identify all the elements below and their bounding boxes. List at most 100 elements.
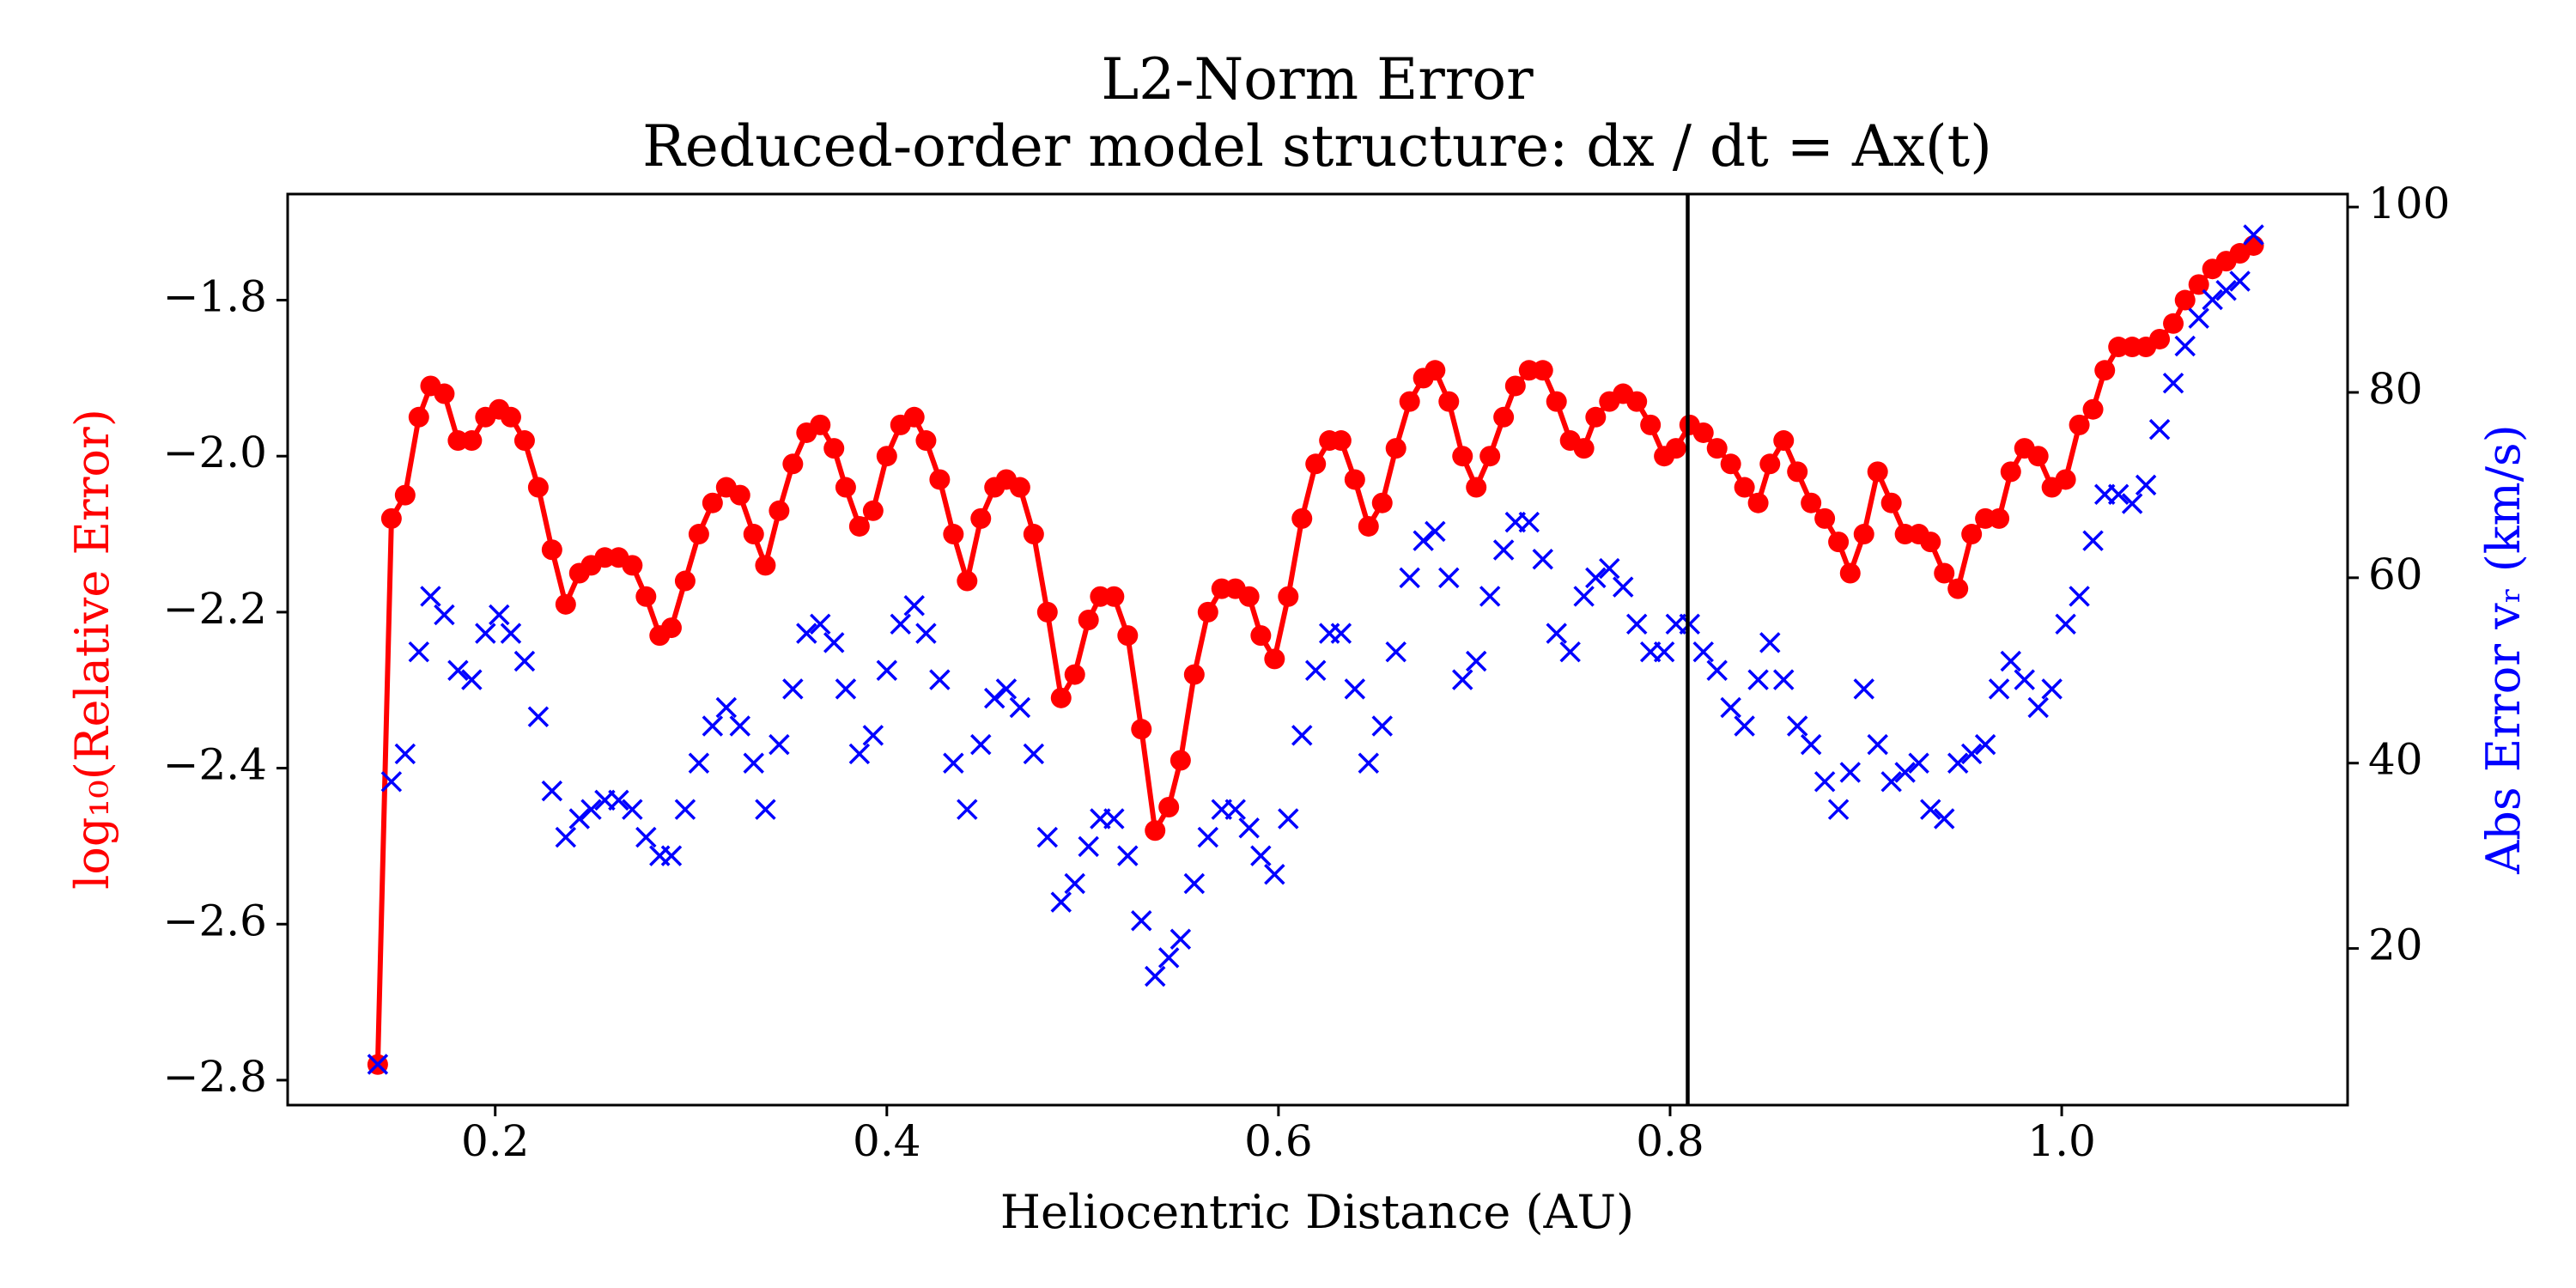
x-marker [688, 752, 710, 774]
point-marker [1305, 453, 1327, 475]
y2-tick-label: 80 [2368, 364, 2423, 414]
point-marker [555, 593, 576, 615]
point-marker [1773, 430, 1795, 452]
point-marker [1720, 453, 1741, 475]
x-marker [1853, 678, 1874, 700]
x-marker [420, 586, 441, 607]
x-marker [1304, 659, 1327, 682]
point-marker [408, 406, 429, 428]
x-marker [1050, 891, 1072, 913]
point-marker [1504, 375, 1526, 397]
x-axis-label: Heliocentric Distance (AU) [1000, 1185, 1634, 1239]
point-marker [1947, 578, 1969, 599]
x-marker [1573, 586, 1595, 607]
x-marker [743, 752, 764, 774]
x-marker [1023, 743, 1045, 765]
point-marker [1759, 453, 1781, 475]
x-marker [568, 808, 591, 829]
plot-area [367, 224, 2264, 1075]
x-marker [2027, 696, 2049, 719]
x-tick-label: 1.0 [2027, 1116, 2096, 1166]
point-marker [1867, 461, 1888, 483]
x-marker [1413, 530, 1434, 551]
x-marker [1599, 557, 1620, 580]
x-marker [796, 623, 817, 644]
point-marker [1425, 360, 1446, 381]
x-marker [580, 799, 602, 820]
x-marker [1786, 715, 1808, 737]
x-tick-label: 0.6 [1244, 1116, 1313, 1166]
point-marker [1023, 524, 1044, 545]
point-marker [2174, 289, 2196, 311]
x-marker [447, 659, 469, 682]
point-marker [1009, 477, 1030, 498]
x-marker [970, 733, 992, 756]
x-marker [1974, 733, 1996, 756]
point-marker [1452, 446, 1473, 467]
y-tick-label: −1.8 [163, 272, 267, 322]
x-marker [2188, 307, 2209, 329]
point-marker [702, 492, 723, 513]
x-marker [513, 650, 536, 672]
point-marker [835, 477, 856, 498]
x-marker [1613, 576, 1634, 598]
point-marker [1385, 438, 1406, 459]
point-marker [903, 406, 925, 428]
x-marker [1170, 928, 1192, 951]
x-marker [1625, 613, 1648, 635]
y2-tick-label: 100 [2368, 179, 2450, 228]
x-marker [1078, 835, 1099, 858]
point-marker [1801, 492, 1822, 513]
point-marker [823, 438, 845, 459]
point-marker [1330, 430, 1352, 452]
point-marker [1787, 461, 1808, 483]
x-marker [1960, 743, 1983, 765]
x-marker [635, 826, 657, 848]
x-marker [2121, 493, 2143, 514]
x-marker [782, 678, 804, 700]
x-marker [1653, 641, 1675, 663]
x-marker [903, 594, 925, 617]
point-marker [1466, 477, 1487, 498]
point-marker [1692, 422, 1714, 443]
point-marker [1640, 414, 1662, 435]
point-marker [957, 570, 978, 592]
point-marker [1264, 648, 1285, 670]
point-marker [929, 469, 951, 490]
point-marker [1493, 406, 1515, 428]
x-marker [1330, 623, 1352, 644]
y2-tick-label: 60 [2368, 550, 2423, 599]
point-marker [434, 383, 455, 404]
x-marker [729, 715, 751, 737]
x-marker [1908, 752, 1929, 774]
x-marker [890, 613, 912, 635]
plot-frame [286, 192, 2349, 1107]
point-marker [1078, 609, 1099, 630]
x-marker [555, 826, 577, 848]
x-marker [660, 845, 683, 866]
x-marker [622, 799, 643, 820]
x-marker [1183, 872, 1206, 895]
point-marker [2055, 469, 2076, 490]
x-marker [1479, 586, 1501, 607]
x-marker [2069, 586, 2090, 607]
point-marker [2027, 446, 2049, 467]
point-marker [513, 430, 535, 452]
x-marker [2082, 530, 2104, 551]
point-marker [1532, 360, 1553, 381]
x-marker [434, 604, 455, 626]
x-marker [1064, 872, 1085, 895]
x-marker [876, 659, 898, 682]
x-marker [541, 780, 563, 802]
point-marker [1103, 586, 1125, 607]
x-marker [2055, 613, 2076, 635]
x-marker [1880, 771, 1902, 793]
x-marker [715, 696, 738, 719]
x-marker [1157, 947, 1180, 969]
x-marker [810, 613, 831, 635]
x-tick-label: 0.8 [1636, 1116, 1704, 1166]
point-marker [1546, 391, 1567, 412]
x-marker [1827, 799, 1850, 820]
point-marker [688, 524, 709, 545]
x-marker [2135, 474, 2157, 496]
